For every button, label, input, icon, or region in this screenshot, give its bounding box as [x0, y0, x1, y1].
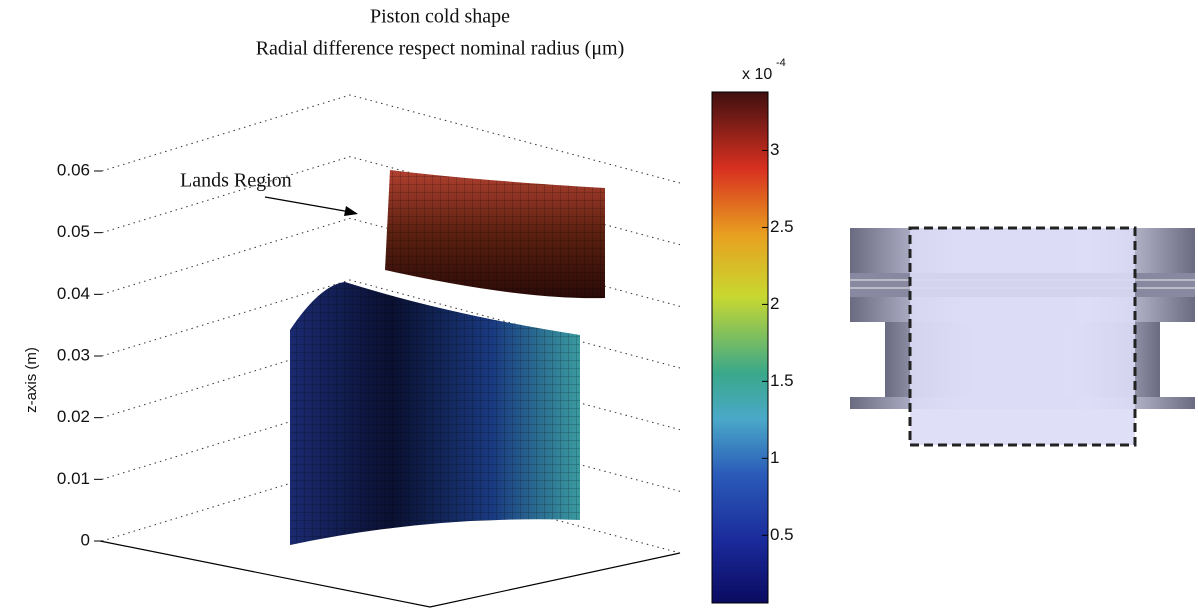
lands-mesh: [385, 170, 605, 298]
colorbar: [712, 92, 768, 603]
z-tick-label: 0.03: [57, 345, 90, 364]
annotation-arrow: [265, 197, 356, 213]
colorbar-tick-label: 2: [770, 294, 779, 313]
colorbar-tick-label: 1.5: [770, 371, 794, 390]
z-tick-label: 0.02: [57, 407, 90, 426]
colorbar-tick-label: 2.5: [770, 217, 794, 236]
chart-title: Piston cold shape: [370, 6, 510, 28]
piston-image: [850, 228, 1195, 445]
floor-edge: [100, 541, 680, 607]
chart-subtitle: Radial difference respect nominal radius…: [256, 38, 625, 60]
colorbar-tick-label: 3: [770, 140, 779, 159]
piston-region: [910, 228, 1135, 445]
z-tick-label: 0.06: [57, 160, 90, 179]
colorbar-multiplier: x 10: [742, 66, 772, 83]
colorbar-tick-label: 0.5: [770, 525, 794, 544]
colorbar-tick-label: 1: [770, 448, 779, 467]
arrow-head: [344, 206, 358, 216]
z-tick-label: 0.01: [57, 469, 90, 488]
surface: [265, 170, 605, 545]
z-axis-label: z-axis (m): [23, 347, 40, 413]
figure: Piston cold shape Radial difference resp…: [0, 0, 1198, 613]
annotation: Lands Region: [180, 170, 292, 192]
z-tick-label: 0.05: [57, 222, 90, 241]
colorbar-exponent: -4: [776, 57, 786, 69]
z-tick-label: 0: [81, 530, 90, 549]
z-tick-label: 0.04: [57, 284, 90, 303]
skirt-mesh: [290, 282, 580, 545]
